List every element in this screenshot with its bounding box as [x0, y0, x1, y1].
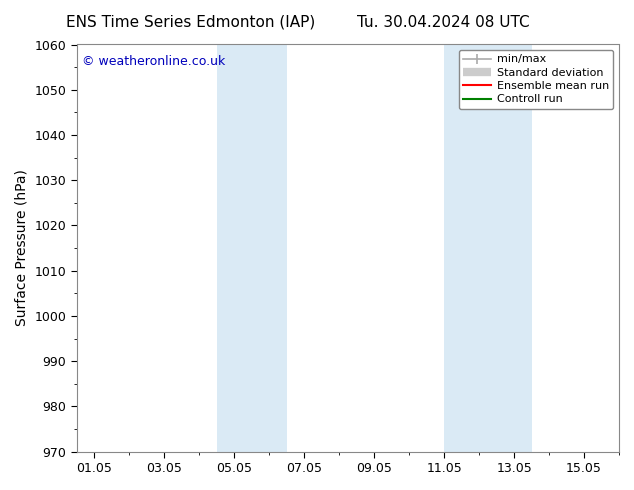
Text: © weatheronline.co.uk: © weatheronline.co.uk: [82, 55, 226, 68]
Text: Tu. 30.04.2024 08 UTC: Tu. 30.04.2024 08 UTC: [358, 15, 530, 30]
Bar: [444, 45, 531, 452]
Text: ENS Time Series Edmonton (IAP): ENS Time Series Edmonton (IAP): [65, 15, 315, 30]
Bar: [217, 45, 287, 452]
Y-axis label: Surface Pressure (hPa): Surface Pressure (hPa): [15, 170, 29, 326]
Legend: min/max, Standard deviation, Ensemble mean run, Controll run: min/max, Standard deviation, Ensemble me…: [459, 50, 614, 109]
